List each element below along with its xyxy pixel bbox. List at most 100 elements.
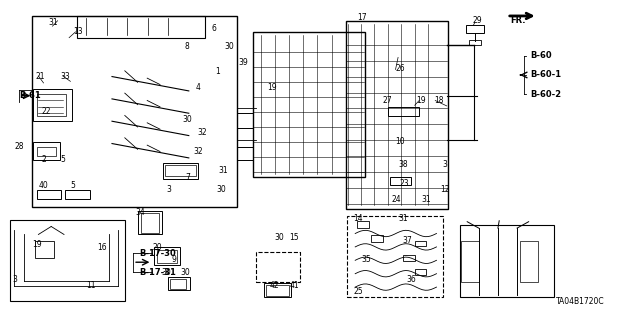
Text: B-61: B-61 [19,91,41,100]
Text: 35: 35 [362,256,371,264]
Text: 31: 31 [48,18,58,27]
Text: 31: 31 [219,166,228,175]
Text: 20: 20 [152,243,162,252]
Bar [460,225,554,297]
Bar [264,283,291,297]
Text: 2: 2 [42,155,46,164]
Bar [37,190,61,199]
Text: 31: 31 [398,214,408,223]
Text: 30: 30 [180,268,190,277]
Text: 15: 15 [289,233,299,242]
Bar [357,221,369,228]
Text: 18: 18 [434,96,444,105]
Text: 16: 16 [97,243,107,252]
Text: 40: 40 [38,181,48,189]
Text: 42: 42 [270,281,280,290]
Bar [163,163,198,179]
Bar [388,107,419,116]
Text: 1: 1 [215,67,220,76]
Bar [237,113,253,128]
Bar [10,220,125,301]
Text: B-60-1: B-60-1 [530,70,561,79]
Text: 24: 24 [392,195,401,204]
Text: 19: 19 [416,96,426,105]
Text: 7: 7 [186,173,191,182]
Bar [141,213,159,233]
Text: 31: 31 [421,195,431,204]
Bar [154,247,180,265]
Text: B-60-2: B-60-2 [530,90,561,99]
Text: 5: 5 [61,155,66,164]
Text: FR.: FR. [511,16,526,25]
Bar [35,241,54,258]
Text: 33: 33 [61,72,70,81]
Text: 25: 25 [353,287,363,296]
Bar [168,277,190,290]
Text: 11: 11 [86,281,96,290]
Text: 29: 29 [472,16,482,25]
Text: 8: 8 [184,42,189,51]
Text: 30: 30 [224,42,234,51]
Text: 10: 10 [396,137,405,146]
Text: 21: 21 [35,72,45,81]
Bar [466,25,484,33]
Text: 30: 30 [216,185,226,194]
Bar [469,40,481,45]
Text: 37: 37 [402,236,412,245]
Bar [253,32,365,177]
Bar [170,279,186,289]
Text: 4: 4 [195,83,200,92]
Bar [138,211,162,234]
Bar [371,235,383,242]
Bar [33,89,72,121]
Text: 12: 12 [440,185,450,194]
Text: 3: 3 [166,185,172,194]
Text: 3: 3 [443,160,448,169]
Text: 26: 26 [396,64,405,73]
Text: 9: 9 [172,256,177,264]
Text: 30: 30 [274,233,284,242]
Text: 3: 3 [13,275,18,284]
Text: 39: 39 [238,58,248,67]
Text: 23: 23 [400,179,410,188]
Text: B-17-31: B-17-31 [140,268,177,277]
Bar [347,216,443,297]
Bar [256,252,300,282]
Bar [415,241,426,246]
Bar [403,255,415,261]
Text: 27: 27 [383,96,392,105]
Bar [65,190,90,199]
Text: TA04B1720C: TA04B1720C [556,297,604,306]
Text: 38: 38 [398,160,408,169]
Text: 41: 41 [289,281,299,290]
Text: 13: 13 [74,27,83,36]
Bar [520,241,538,282]
Text: 14: 14 [353,214,363,223]
Bar [237,147,253,160]
Text: 30: 30 [182,115,192,124]
Text: 17: 17 [357,13,367,22]
Text: 30: 30 [161,268,171,277]
Bar [77,16,205,38]
Text: 32: 32 [193,147,203,156]
Bar [415,269,426,275]
Text: 6: 6 [211,24,216,33]
Text: 19: 19 [268,83,277,92]
Bar [37,94,66,116]
Text: 36: 36 [406,275,416,284]
Text: 34: 34 [136,208,145,217]
Bar [346,21,448,209]
Text: B-17-30: B-17-30 [140,249,176,258]
Bar [37,147,56,156]
Bar [157,250,177,263]
Bar [461,241,479,282]
Bar [33,142,60,160]
Text: B-60: B-60 [530,51,552,60]
Text: 5: 5 [70,181,76,189]
Text: 32: 32 [197,128,207,137]
Text: 22: 22 [42,107,51,116]
Bar [266,285,289,296]
Bar [390,177,411,185]
Bar [32,16,237,207]
Bar [165,165,196,176]
